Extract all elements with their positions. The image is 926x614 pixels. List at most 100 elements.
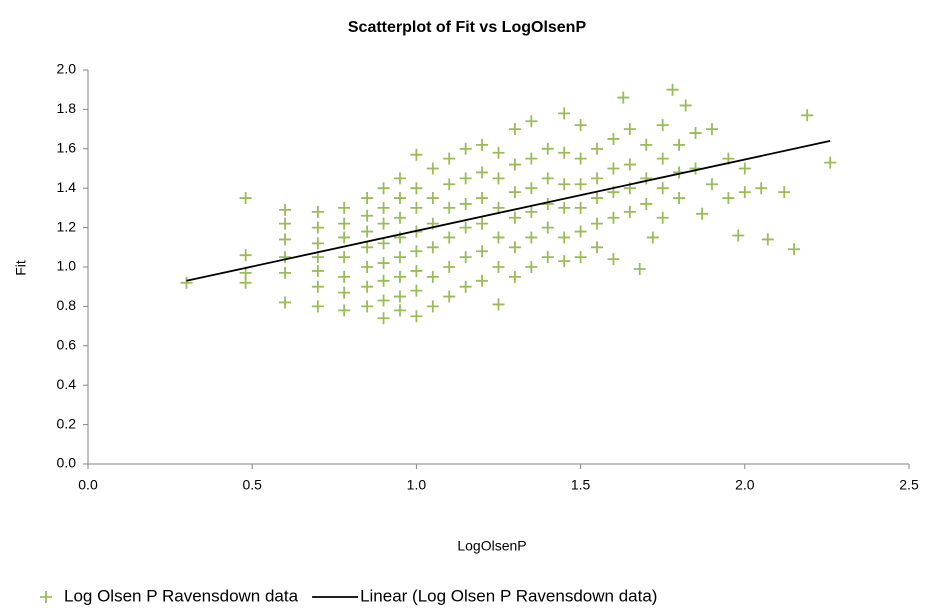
scatter-point: [761, 233, 774, 246]
y-tick-label: 0.6: [57, 337, 77, 353]
scatter-point: [443, 261, 456, 273]
legend-label: Linear (Log Olsen P Ravensdown data): [360, 586, 657, 605]
scatter-point: [696, 207, 709, 220]
scatter-point: [607, 253, 620, 266]
legend-label: Log Olsen P Ravensdown data: [64, 586, 299, 605]
x-tick-label: 0.5: [242, 477, 262, 493]
scatter-point: [279, 251, 292, 264]
scatter-point: [673, 192, 686, 205]
scatter-point: [279, 217, 292, 230]
x-tick-label: 1.5: [571, 477, 591, 493]
scatter-point: [492, 201, 505, 214]
scatter-point: [393, 172, 406, 185]
scatter-point: [239, 249, 252, 262]
scatter-point: [279, 203, 292, 216]
x-tick-label: 2.0: [735, 477, 755, 493]
scatter-point: [361, 261, 374, 273]
scatter-point: [607, 211, 620, 224]
scatter-point: [607, 132, 620, 145]
scatter-point: [311, 280, 324, 293]
scatter-point: [574, 201, 587, 214]
scatter-point: [377, 274, 390, 287]
y-tick-label: 1.0: [57, 258, 77, 274]
scatter-point: [338, 286, 351, 299]
scatter-point: [443, 178, 456, 191]
scatter-point: [666, 83, 679, 96]
scatter-point: [377, 312, 390, 325]
scatter-point: [508, 186, 521, 199]
scatter-point: [459, 251, 472, 264]
scatter-point: [617, 91, 630, 104]
scatter-point: [558, 231, 571, 244]
scatter-point: [361, 192, 374, 205]
scatter-point: [525, 261, 538, 273]
scatter-point: [558, 107, 571, 120]
scatter-point: [377, 257, 390, 270]
scatter-point: [656, 211, 669, 224]
scatter-point: [705, 123, 718, 136]
scatter-point: [623, 205, 636, 218]
scatter-point: [476, 274, 489, 287]
y-tick-label: 1.2: [57, 218, 77, 234]
scatter-point: [393, 304, 406, 317]
scatter-point: [574, 152, 587, 165]
scatter-point: [476, 138, 489, 151]
scatter-point: [338, 251, 351, 264]
scatter-point: [640, 138, 653, 151]
scatter-point: [393, 211, 406, 224]
scatter-point: [459, 142, 472, 155]
scatter-point: [738, 162, 751, 175]
scatter-point: [459, 197, 472, 210]
scatter-point: [361, 209, 374, 222]
x-tick-label: 1.0: [407, 477, 427, 493]
scatter-point: [525, 152, 538, 165]
scatter-point: [377, 182, 390, 195]
scatter-point: [755, 182, 768, 195]
y-axis-title: Fit: [13, 260, 29, 276]
scatter-point: [377, 201, 390, 214]
scatter-point: [311, 300, 324, 313]
scatter-point: [591, 142, 604, 155]
scatter-point: [393, 270, 406, 283]
scatter-point: [558, 201, 571, 214]
scatter-point: [525, 182, 538, 195]
scatter-point: [492, 146, 505, 159]
scatter-point: [824, 156, 837, 169]
scatter-point: [492, 172, 505, 185]
scatter-point: [679, 99, 692, 112]
y-tick-label: 1.4: [57, 179, 77, 195]
scatter-point: [443, 201, 456, 214]
scatter-point: [591, 241, 604, 254]
scatter-point: [393, 231, 406, 244]
scatter-point: [646, 231, 659, 244]
scatter-point: [338, 217, 351, 230]
scatter-point: [459, 280, 472, 293]
scatter-point: [705, 178, 718, 191]
scatter-point: [426, 192, 439, 205]
scatter-point: [778, 186, 791, 199]
scatter-point: [338, 304, 351, 317]
y-tick-label: 1.6: [57, 140, 77, 156]
y-tick-label: 2.0: [57, 61, 77, 77]
y-tick-label: 0.4: [57, 376, 77, 392]
scatter-point: [279, 296, 292, 309]
scatter-point: [338, 270, 351, 283]
scatter-point: [541, 172, 554, 185]
scatter-point: [443, 290, 456, 303]
scatter-point: [788, 243, 801, 256]
trend-line: [186, 140, 831, 282]
scatter-point: [476, 217, 489, 230]
scatter-point: [656, 152, 669, 165]
scatter-point: [492, 261, 505, 273]
scatter-point: [591, 217, 604, 230]
scatter-point: [476, 192, 489, 205]
scatter-point: [410, 148, 423, 161]
scatter-point: [591, 192, 604, 205]
scatter-point: [541, 221, 554, 234]
scatter-point: [525, 205, 538, 218]
scatter-point: [574, 225, 587, 238]
scatter-point: [640, 197, 653, 210]
scatter-point: [722, 192, 735, 205]
y-tick-label: 0.2: [57, 415, 77, 431]
